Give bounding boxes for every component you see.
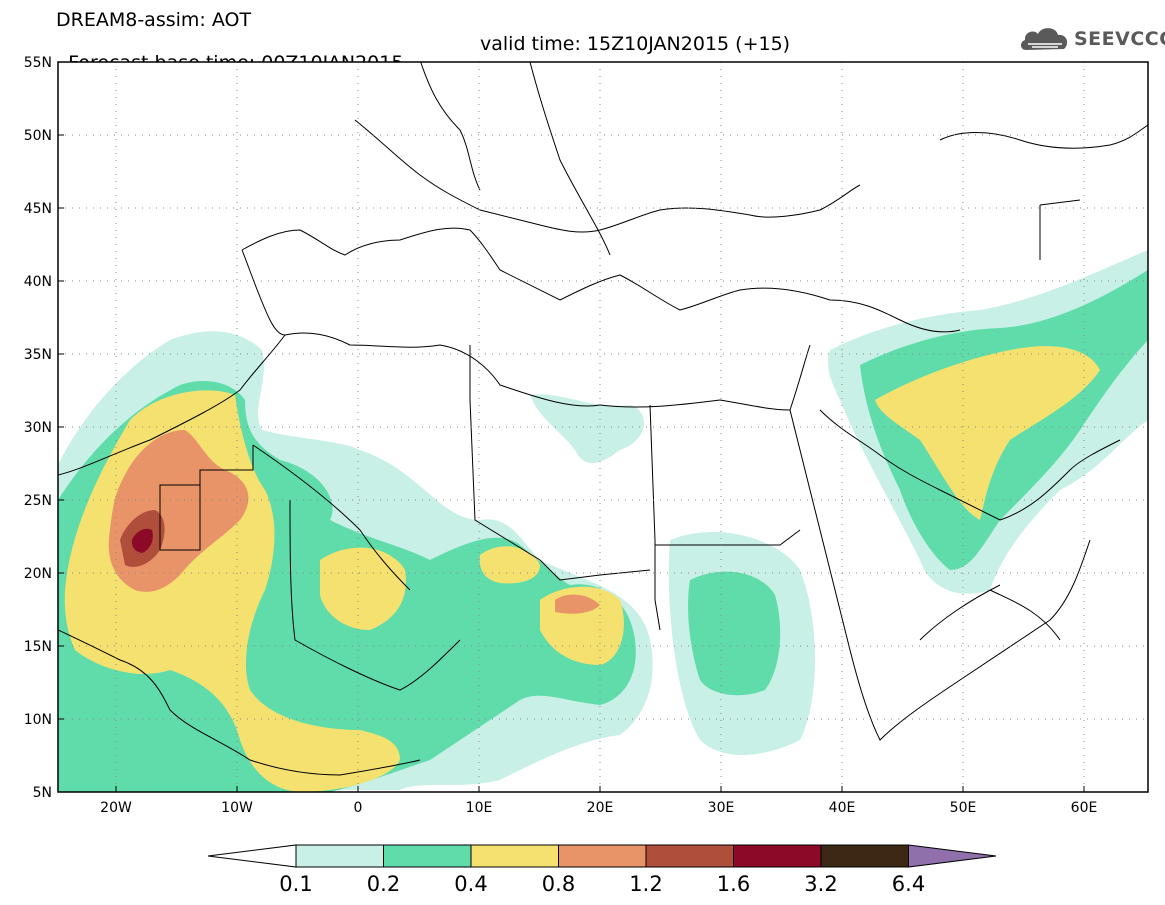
colorbar-label: 0.2 bbox=[366, 872, 401, 896]
colorbar-high-arrow bbox=[908, 844, 997, 868]
lon-label: 50E bbox=[950, 800, 977, 816]
lat-label: 20N bbox=[24, 566, 52, 582]
lat-label: 10N bbox=[24, 712, 52, 728]
valid-time: valid time: 15Z10JAN2015 (+15) bbox=[480, 33, 791, 55]
gridlines bbox=[58, 62, 1148, 792]
lat-label: 55N bbox=[24, 55, 52, 71]
aot-1.6-3.2-region bbox=[131, 528, 153, 553]
lon-label: 20W bbox=[100, 800, 132, 816]
lon-label: 30E bbox=[708, 800, 735, 816]
lat-label: 5N bbox=[33, 785, 52, 801]
colorbar-label: 0.8 bbox=[541, 872, 576, 896]
coastlines-borders bbox=[58, 62, 1148, 776]
colorbar-label: 1.6 bbox=[716, 872, 751, 896]
lon-label: 60E bbox=[1071, 800, 1098, 816]
seevccc-logo: SEEVCCC bbox=[1018, 22, 1165, 56]
colorbar-label: 6.4 bbox=[891, 872, 926, 896]
colorbar-segment bbox=[470, 844, 559, 868]
map-title: DREAM8-assim: AOT bbox=[56, 9, 252, 31]
lat-label: 40N bbox=[24, 274, 52, 290]
lon-label: 0 bbox=[354, 800, 363, 816]
lon-label: 40E bbox=[829, 800, 856, 816]
colorbar-segment bbox=[645, 844, 734, 868]
colorbar-label: 0.4 bbox=[454, 872, 488, 896]
lon-labels: 20W 10W 0 10E 20E 30E 40E 50E 60E bbox=[100, 800, 1097, 816]
lon-label: 10W bbox=[221, 800, 253, 816]
lat-labels: 55N 50N 45N 40N 35N 30N 25N 20N 15N 10N … bbox=[24, 55, 52, 801]
colorbar-segment bbox=[558, 844, 647, 868]
lat-label: 25N bbox=[24, 493, 52, 509]
colorbar-segment bbox=[820, 844, 909, 868]
lat-label: 50N bbox=[24, 128, 52, 144]
colorbar-segment bbox=[295, 844, 384, 868]
colorbar-segment bbox=[383, 844, 472, 868]
lon-label: 10E bbox=[466, 800, 493, 816]
aot-shading bbox=[58, 250, 1148, 792]
lat-label: 30N bbox=[24, 420, 52, 436]
lat-label: 35N bbox=[24, 347, 52, 363]
colorbar-label: 3.2 bbox=[804, 872, 838, 896]
lat-label: 15N bbox=[24, 639, 52, 655]
colorbar-label: 1.2 bbox=[629, 872, 663, 896]
colorbar-label: 0.1 bbox=[279, 872, 313, 896]
lat-label: 45N bbox=[24, 201, 52, 217]
colorbar-segment bbox=[733, 844, 822, 868]
colorbar-low-arrow bbox=[207, 844, 297, 868]
colorbar bbox=[207, 844, 997, 868]
lon-label: 20E bbox=[587, 800, 614, 816]
cloud-icon bbox=[1020, 28, 1068, 50]
axis-ticks bbox=[58, 61, 1085, 793]
logo-text: SEEVCCC bbox=[1074, 28, 1165, 50]
